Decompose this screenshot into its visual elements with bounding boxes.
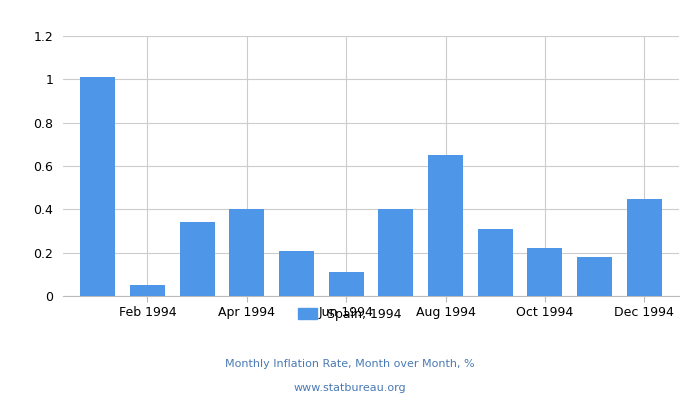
Bar <box>279 250 314 296</box>
Bar <box>379 209 413 296</box>
Bar <box>528 248 562 296</box>
Bar <box>80 77 116 296</box>
Bar <box>329 272 363 296</box>
Bar <box>626 198 662 296</box>
Bar <box>428 155 463 296</box>
Bar <box>230 209 264 296</box>
Bar <box>578 257 612 296</box>
Bar <box>130 285 164 296</box>
Bar <box>180 222 214 296</box>
Text: www.statbureau.org: www.statbureau.org <box>294 383 406 393</box>
Text: Monthly Inflation Rate, Month over Month, %: Monthly Inflation Rate, Month over Month… <box>225 359 475 369</box>
Bar <box>478 229 512 296</box>
Legend: Spain, 1994: Spain, 1994 <box>293 303 407 326</box>
